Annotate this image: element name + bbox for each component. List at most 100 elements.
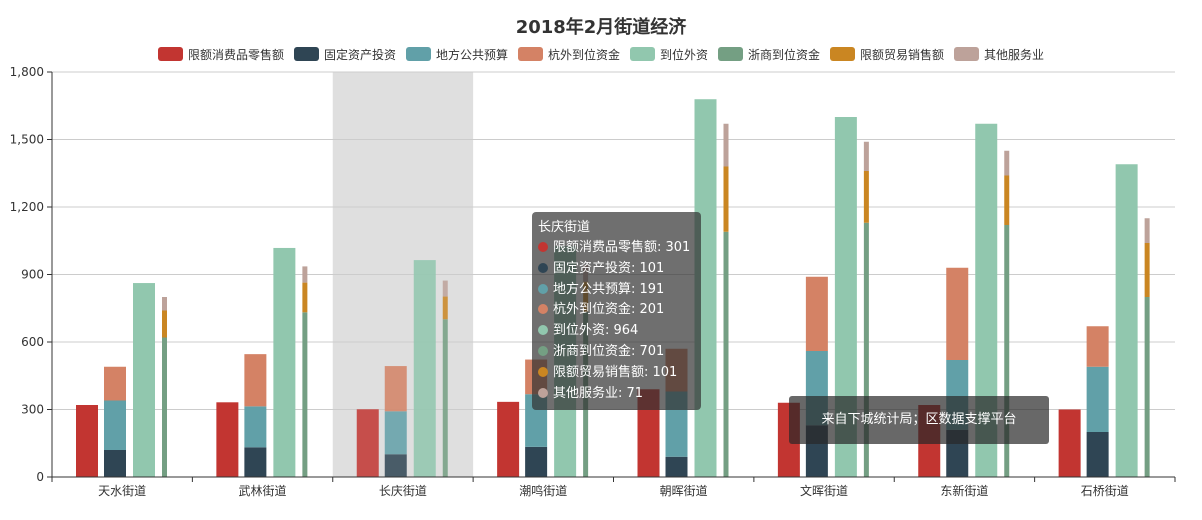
bar[interactable] (162, 297, 167, 311)
x-tick-label: 潮鸣街道 (519, 483, 567, 498)
tooltip-row: 固定资产投资: 101 (538, 259, 695, 280)
bar[interactable] (384, 411, 407, 455)
tooltip-row-text: 限额贸易销售额: 101 (553, 364, 678, 380)
bar[interactable] (356, 409, 379, 477)
legend-item[interactable]: 地方公共预算 (406, 47, 508, 62)
legend-item[interactable]: 到位外资 (630, 47, 708, 62)
bar[interactable] (525, 446, 548, 477)
tooltip-row-text: 杭外到位资金: 201 (553, 302, 665, 318)
tooltip-row-text: 其他服务业: 71 (553, 385, 644, 401)
bar[interactable] (162, 310, 167, 338)
x-tick-label: 文晖街道 (800, 483, 848, 498)
bar[interactable] (413, 260, 436, 477)
chart-title: 2018年2月街道经济 (516, 16, 688, 38)
bar[interactable] (104, 366, 126, 401)
legend-label: 地方公共预算 (436, 47, 508, 62)
bar[interactable] (637, 389, 660, 477)
bar[interactable] (946, 267, 969, 360)
y-tick-label: 0 (36, 470, 44, 484)
legend-swatch (630, 47, 655, 61)
bar[interactable] (384, 366, 407, 412)
bar[interactable] (244, 354, 267, 407)
bar[interactable] (1086, 326, 1109, 367)
series-dot-icon (538, 283, 548, 294)
legend-item[interactable]: 浙商到位资金 (718, 47, 820, 62)
tooltip-row-text: 浙商到位资金: 701 (553, 343, 665, 359)
series-dot-icon (538, 366, 548, 377)
bar[interactable] (384, 454, 407, 477)
bar[interactable] (1004, 225, 1010, 477)
tooltip-row: 到位外资: 964 (538, 321, 695, 342)
tooltip-title: 长庆街道 (538, 220, 591, 235)
bar[interactable] (723, 231, 729, 477)
bar[interactable] (723, 123, 729, 167)
legend-swatch (954, 47, 979, 61)
bar[interactable] (1115, 164, 1138, 477)
bar[interactable] (975, 123, 998, 477)
bar[interactable] (863, 171, 869, 223)
bar[interactable] (244, 447, 267, 477)
x-tick-label: 天水街道 (98, 484, 146, 498)
bar[interactable] (133, 283, 155, 477)
y-tick-label: 1,200 (10, 200, 44, 214)
bar[interactable] (1144, 297, 1150, 477)
bar[interactable] (104, 400, 126, 451)
bar[interactable] (104, 450, 126, 477)
legend-item[interactable]: 杭外到位资金 (518, 47, 620, 62)
bar[interactable] (216, 402, 239, 477)
bar[interactable] (665, 456, 688, 477)
bar[interactable] (863, 222, 869, 477)
bar[interactable] (302, 282, 308, 313)
bar[interactable] (76, 405, 98, 477)
bar[interactable] (1058, 409, 1081, 478)
tooltip-row-text: 限额消费品零售额: 301 (553, 240, 691, 255)
bar[interactable] (162, 337, 167, 478)
bar[interactable] (1144, 243, 1150, 297)
legend: 限额消费品零售额 固定资产投资 地方公共预算 杭外到位资金 到位外资 浙商到位资金 限额贸易… (158, 47, 1044, 62)
bar[interactable] (302, 312, 308, 477)
tooltip-row: 地方公共预算: 191 (538, 280, 695, 301)
x-tick-label: 长庆街道 (379, 484, 427, 498)
bar[interactable] (497, 401, 520, 477)
x-tick-label: 朝晖街道 (660, 484, 708, 498)
bar[interactable] (723, 166, 729, 232)
legend-item[interactable]: 限额消费品零售额 (158, 47, 284, 62)
bar[interactable] (442, 296, 448, 320)
bar[interactable] (1086, 432, 1109, 477)
bar[interactable] (302, 266, 308, 283)
legend-label: 限额消费品零售额 (188, 47, 284, 62)
tooltip-row: 浙商到位资金: 701 (538, 342, 695, 363)
y-tick-label: 300 (21, 403, 44, 417)
bar[interactable] (834, 117, 857, 477)
bar[interactable] (442, 280, 448, 297)
bar[interactable] (1004, 175, 1010, 226)
bar[interactable] (805, 276, 828, 351)
series-dot-icon (538, 345, 548, 356)
bar[interactable] (1004, 150, 1010, 176)
legend-label: 到位外资 (660, 47, 708, 62)
legend-swatch (406, 47, 431, 61)
y-tick-label: 900 (21, 268, 44, 282)
bar[interactable] (863, 141, 869, 171)
tooltip-row: 其他服务业: 71 (538, 384, 695, 405)
series-dot-icon (538, 325, 548, 336)
legend-label: 浙商到位资金 (748, 47, 820, 62)
tooltip-row: 限额贸易销售额: 101 (538, 363, 695, 384)
legend-swatch (518, 47, 543, 61)
tooltip-row: 杭外到位资金: 201 (538, 300, 695, 321)
legend-item[interactable]: 其他服务业 (954, 47, 1044, 62)
bar[interactable] (1144, 218, 1150, 243)
legend-item[interactable]: 限额贸易销售额 (830, 47, 944, 62)
bar[interactable] (244, 406, 267, 448)
series-dot-icon (538, 262, 548, 273)
y-tick-label: 1,500 (10, 133, 44, 147)
bar[interactable] (442, 319, 448, 477)
legend-label: 其他服务业 (984, 47, 1044, 62)
bar[interactable] (273, 247, 296, 477)
y-tick-label: 1,800 (10, 65, 44, 79)
legend-label: 固定资产投资 (324, 47, 396, 62)
bar[interactable] (1086, 366, 1109, 432)
legend-item[interactable]: 固定资产投资 (294, 47, 396, 62)
tooltip-row-text: 到位外资: 964 (553, 323, 639, 339)
